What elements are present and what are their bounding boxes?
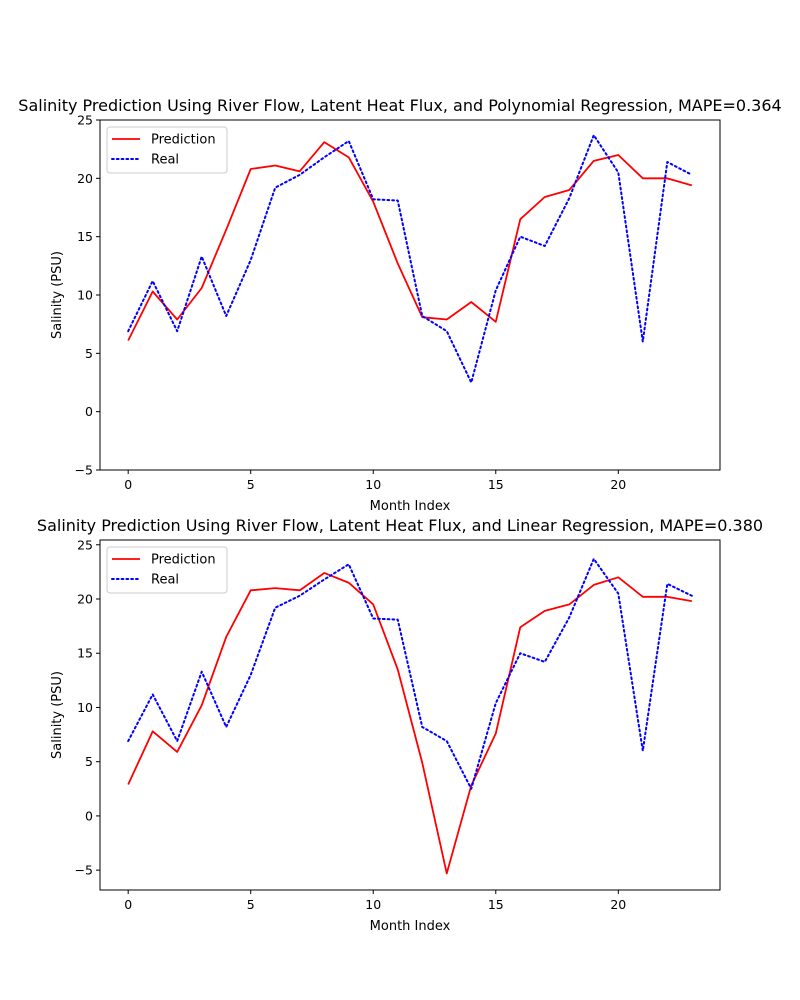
legend-label-real: Real xyxy=(151,153,179,168)
x-tick-label: 10 xyxy=(365,477,381,492)
chart-panel-2: Salinity Prediction Using River Flow, La… xyxy=(37,516,763,934)
x-axis-label: Month Index xyxy=(370,919,451,934)
legend: Prediction Real xyxy=(106,546,228,594)
plot-frame xyxy=(99,539,721,891)
series-line-prediction xyxy=(127,572,692,875)
x-tick-label: 0 xyxy=(124,897,132,912)
x-tick-label: 15 xyxy=(488,477,504,492)
chart-title: Salinity Prediction Using River Flow, La… xyxy=(37,516,763,535)
y-tick-label: 15 xyxy=(77,646,93,661)
legend-label-prediction: Prediction xyxy=(151,133,216,148)
series-line-prediction xyxy=(127,141,693,341)
y-tick-label: 0 xyxy=(85,808,93,823)
series-line-real xyxy=(127,134,693,384)
legend-label-prediction: Prediction xyxy=(151,553,216,568)
y-axis-label: Salinity (PSU) xyxy=(50,251,65,339)
y-tick-label: 0 xyxy=(85,404,93,419)
chart-title: Salinity Prediction Using River Flow, La… xyxy=(18,96,781,115)
y-tick-label: 5 xyxy=(85,346,93,361)
x-tick-label: 20 xyxy=(610,477,626,492)
y-tick-label: 10 xyxy=(77,288,93,303)
y-tick-label: 20 xyxy=(77,592,93,607)
legend: Prediction Real xyxy=(106,126,228,174)
y-tick-label: 10 xyxy=(77,700,93,715)
y-tick-label: 5 xyxy=(85,754,93,769)
series-line-real xyxy=(127,557,693,790)
y-tick-label: 25 xyxy=(77,113,93,128)
y-tick-label: 20 xyxy=(77,171,93,186)
y-axis-label: Salinity (PSU) xyxy=(50,671,65,759)
x-tick-label: 20 xyxy=(610,897,626,912)
legend-label-real: Real xyxy=(151,573,179,588)
y-tick-label: 15 xyxy=(77,229,93,244)
chart-panel-1: Salinity Prediction Using River Flow, La… xyxy=(18,96,781,514)
x-tick-label: 5 xyxy=(247,897,255,912)
y-tick-label: −5 xyxy=(75,863,93,878)
x-axis-label: Month Index xyxy=(370,499,451,514)
x-tick-label: 10 xyxy=(365,897,381,912)
y-tick-label: 25 xyxy=(77,537,93,552)
x-tick-label: 0 xyxy=(124,477,132,492)
x-tick-label: 15 xyxy=(488,897,504,912)
y-tick-label: −5 xyxy=(75,463,93,478)
x-tick-label: 5 xyxy=(247,477,255,492)
